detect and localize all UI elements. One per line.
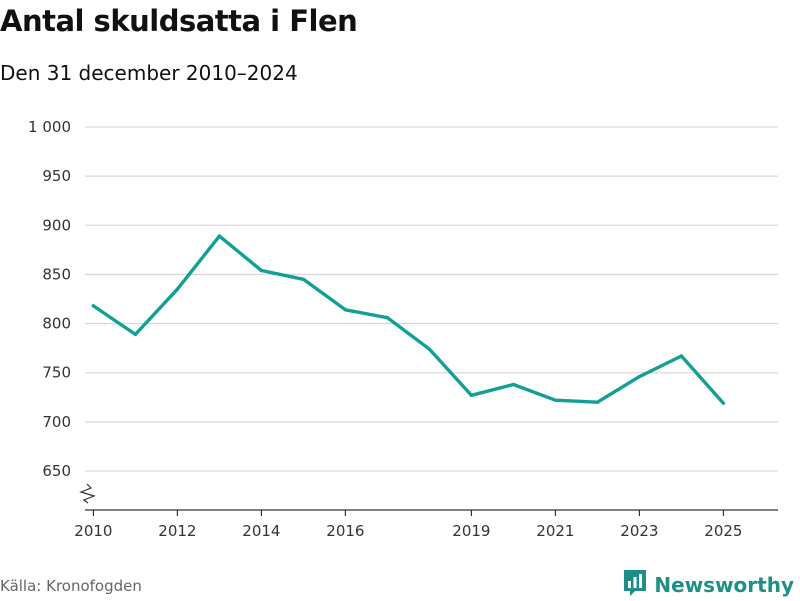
x-tick-label: 2021 [536, 522, 574, 540]
y-tick-label: 650 [42, 462, 71, 480]
x-tick-label: 2025 [704, 522, 742, 540]
y-axis-tick-labels: 650 700 750 800 850 900 950 1 000 [28, 118, 71, 480]
data-point [175, 287, 180, 291]
series-line [91, 234, 726, 405]
x-tick-label: 2019 [452, 522, 490, 540]
y-tick-label: 700 [42, 413, 71, 431]
source-note: Källa: Kronofogden [0, 577, 142, 595]
y-tick-label: 1 000 [28, 118, 71, 136]
y-tick-label: 750 [42, 364, 71, 382]
chart-title: Antal skuldsatta i Flen [0, 4, 358, 38]
data-point [91, 304, 96, 308]
x-tick-label: 2023 [620, 522, 658, 540]
data-point [511, 382, 516, 387]
data-point [637, 374, 642, 379]
brand: Newsworthy [623, 569, 794, 601]
x-tick-label: 2014 [242, 522, 280, 540]
data-point [553, 398, 558, 402]
data-point [721, 401, 726, 405]
data-point [217, 234, 222, 238]
x-tick-label: 2010 [74, 522, 112, 540]
axis-break-mark [79, 483, 96, 504]
data-point [301, 277, 306, 282]
x-axis [79, 483, 778, 516]
data-point [133, 332, 138, 337]
x-tick-label: 2012 [158, 522, 196, 540]
x-axis-tick-labels: 2010 2012 2014 2016 2019 2021 2023 2025 [74, 522, 742, 540]
bar-chart-logo-icon [623, 569, 647, 601]
y-tick-label: 950 [42, 167, 71, 185]
data-point [385, 315, 390, 320]
data-point [595, 400, 600, 404]
series-layer [91, 234, 726, 405]
data-point [343, 308, 348, 312]
data-point [469, 393, 474, 398]
y-tick-label: 800 [42, 315, 71, 333]
y-tick-label: 900 [42, 216, 71, 234]
brand-name: Newsworthy [654, 573, 794, 597]
data-point [679, 354, 684, 358]
chart-subtitle: Den 31 december 2010–2024 [0, 61, 298, 85]
x-tick-label: 2016 [326, 522, 364, 540]
grid-lines [85, 126, 778, 472]
data-point [427, 347, 432, 351]
data-point [259, 268, 264, 273]
y-tick-label: 850 [42, 265, 71, 283]
